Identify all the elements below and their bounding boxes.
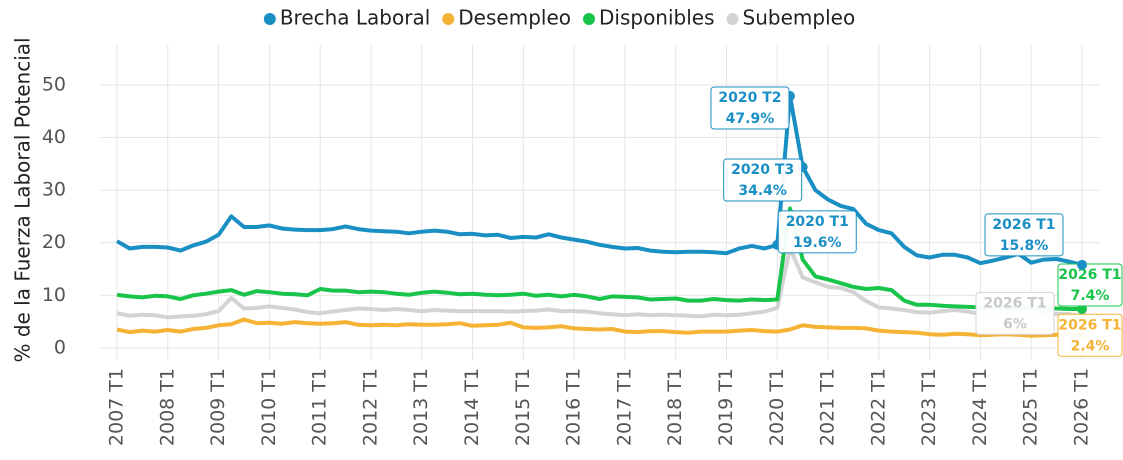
legend-label: Subempleo [743, 6, 856, 30]
annotation-box [1057, 313, 1123, 357]
y-tick-label: 30 [42, 179, 66, 201]
x-tick-label: 2021 T1 [817, 368, 839, 446]
x-tick-label: 2020 T1 [766, 368, 788, 446]
annotation-box [975, 291, 1055, 335]
x-tick-label: 2026 T1 [1071, 368, 1093, 446]
legend-marker [442, 13, 455, 25]
annotation-value: 19.6% [793, 235, 842, 251]
annotation-title: 2020 T2 [718, 90, 781, 106]
legend-label: Disponibles [599, 6, 715, 30]
x-tick-label: 2007 T1 [106, 368, 128, 446]
series-line [116, 317, 1083, 338]
x-tick-label: 2016 T1 [563, 368, 585, 446]
annotation-title: 2026 T1 [992, 217, 1055, 233]
y-tick-label: 40 [42, 126, 66, 148]
annotation-box [777, 210, 857, 254]
annotation-title: 2026 T1 [1058, 267, 1121, 283]
x-tick-label: 2019 T1 [715, 368, 737, 446]
x-tick-label: 2014 T1 [461, 368, 483, 446]
x-tick-label: 2013 T1 [410, 368, 432, 446]
x-tick-label: 2025 T1 [1020, 368, 1042, 446]
annotation-box [710, 86, 790, 130]
annotation-title: 2026 T1 [1058, 317, 1121, 333]
annotation-value: 47.9% [726, 111, 775, 127]
y-tick-label: 0 [54, 336, 66, 358]
series-line [116, 94, 1083, 267]
annotation-box [1057, 263, 1123, 307]
series-line [116, 206, 1082, 311]
x-tick-label: 2017 T1 [613, 368, 635, 446]
annotation-title: 2020 T1 [786, 214, 849, 230]
legend-marker [583, 13, 595, 25]
x-tick-label: 2022 T1 [867, 368, 889, 446]
x-tick-label: 2015 T1 [512, 368, 534, 446]
y-tick-label: 50 [42, 73, 66, 95]
y-axis-label: % de la Fuerza Laboral Potencial [11, 37, 35, 362]
x-tick-label: 2009 T1 [207, 368, 229, 446]
x-tick-label: 2024 T1 [969, 368, 991, 446]
annotation-value: 15.8% [1000, 238, 1049, 254]
annotation-title: 2020 T3 [731, 162, 794, 178]
x-tick-label: 2010 T1 [258, 368, 280, 446]
x-tick-label: 2008 T1 [156, 368, 178, 446]
annotation-value: 2.4% [1071, 338, 1110, 354]
y-tick-label: 10 [42, 284, 66, 306]
annotation-box [984, 213, 1064, 257]
legend-marker [726, 13, 739, 25]
annotation-title: 2026 T1 [983, 295, 1046, 311]
annotation-value: 6% [1003, 316, 1027, 332]
x-tick-label: 2012 T1 [359, 368, 381, 446]
legend-label: Desempleo [458, 6, 571, 30]
x-tick-label: 2018 T1 [664, 368, 686, 446]
legend-marker [263, 13, 276, 25]
legend-label: Brecha Laboral [280, 6, 430, 30]
annotation-value: 34.4% [738, 183, 787, 199]
x-tick-label: 2011 T1 [309, 368, 331, 446]
annotation-value: 7.4% [1071, 288, 1110, 304]
point-marker [1077, 259, 1087, 270]
x-tick-label: 2023 T1 [918, 368, 940, 446]
series-line [116, 246, 1083, 320]
annotation-box [723, 158, 803, 202]
y-tick-label: 20 [42, 231, 66, 253]
legend: Brecha Laboral Desempleo Disponibles Subemp… [263, 6, 856, 30]
